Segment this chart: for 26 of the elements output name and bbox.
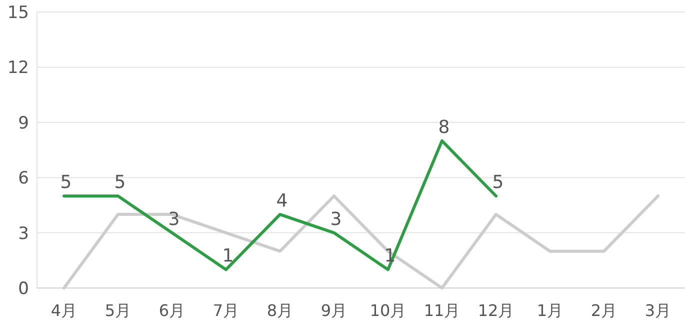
data-label: 5 (114, 172, 126, 193)
data-label: 5 (492, 172, 504, 193)
x-tick-label: 7月 (212, 301, 240, 320)
data-label: 1 (222, 246, 234, 267)
x-tick-label: 2月 (590, 301, 618, 320)
x-tick-label: 6月 (158, 301, 186, 320)
y-tick-label: 0 (18, 279, 29, 299)
data-label: 3 (168, 208, 180, 230)
x-tick-label: 9月 (320, 301, 348, 320)
y-tick-label: 6 (18, 168, 29, 189)
data-label: 8 (438, 116, 450, 138)
x-tick-label: 8月 (266, 301, 294, 320)
y-tick-label: 3 (18, 224, 29, 244)
x-tick-label: 5月 (104, 301, 132, 320)
y-tick-label: 12 (7, 58, 29, 78)
y-tick-label: 15 (7, 3, 29, 23)
x-tick-label: 10月 (370, 301, 406, 320)
y-tick-label: 9 (18, 113, 29, 134)
x-tick-label: 3月 (644, 301, 672, 320)
x-tick-label: 1月 (536, 301, 564, 320)
x-tick-label: 4月 (50, 301, 78, 320)
data-label: 5 (60, 172, 72, 193)
data-label: 3 (330, 208, 342, 230)
data-label: 4 (276, 190, 288, 212)
x-tick-label: 12月 (478, 301, 514, 320)
x-tick-label: 11月 (424, 301, 460, 320)
